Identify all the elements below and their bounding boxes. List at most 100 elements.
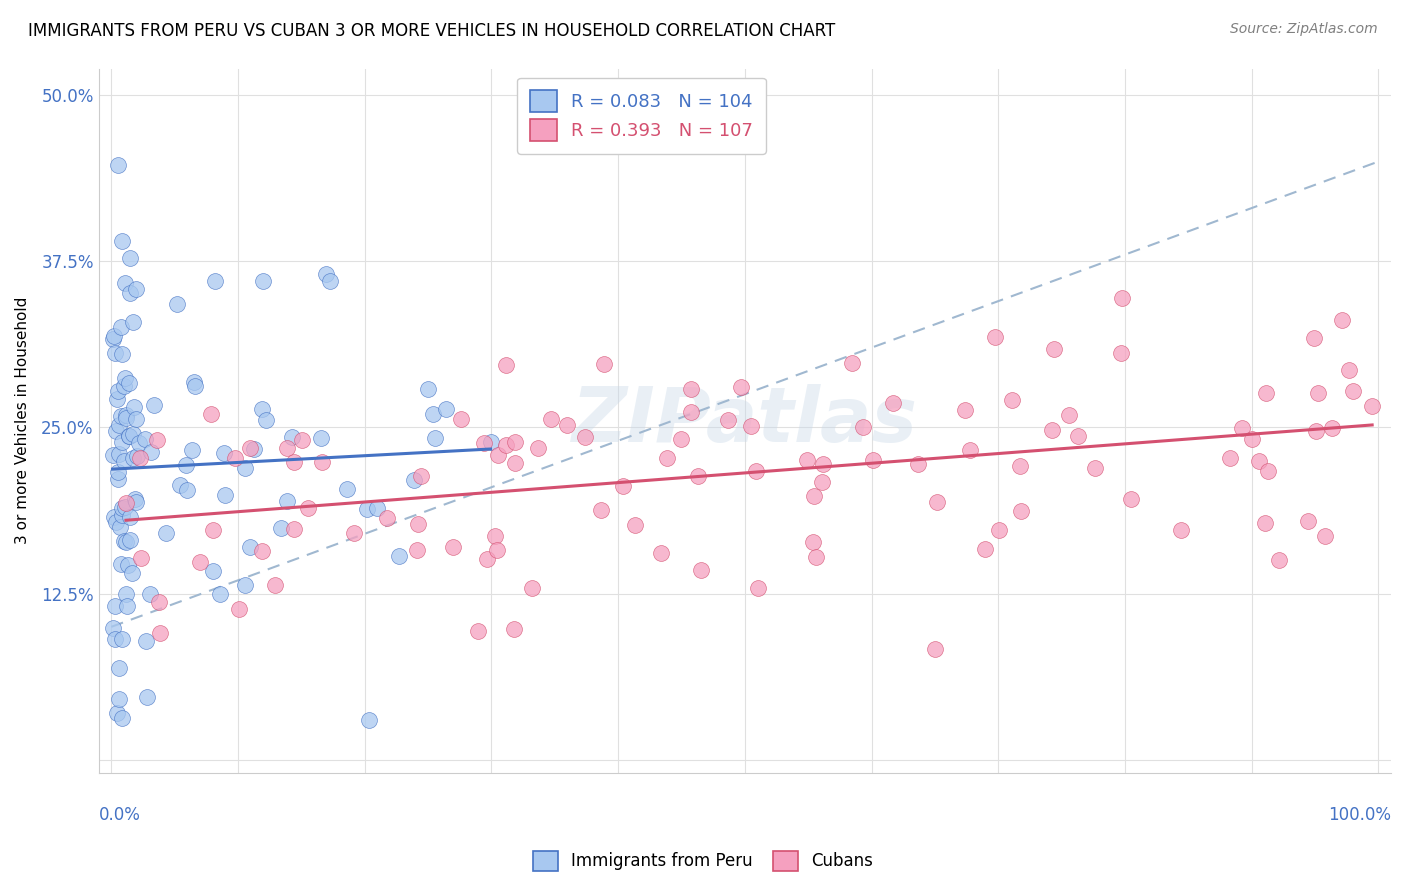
Point xyxy=(495,438,517,452)
Point xyxy=(112,454,135,468)
Point xyxy=(239,541,262,555)
Point xyxy=(681,382,703,396)
Point xyxy=(804,549,827,564)
Point xyxy=(146,433,169,447)
Point xyxy=(110,409,132,423)
Point xyxy=(624,518,647,533)
Point xyxy=(319,274,342,288)
Point xyxy=(270,521,292,535)
Point xyxy=(183,375,205,389)
Point xyxy=(406,542,429,557)
Point xyxy=(117,599,139,614)
Point xyxy=(121,566,143,580)
Point xyxy=(657,451,679,466)
Point xyxy=(1170,523,1192,537)
Point xyxy=(907,457,929,471)
Point xyxy=(1119,491,1142,506)
Point xyxy=(366,500,388,515)
Point xyxy=(155,526,177,541)
Point xyxy=(283,455,305,469)
Point xyxy=(745,465,768,479)
Point xyxy=(973,542,995,557)
Point xyxy=(114,408,136,422)
Point xyxy=(184,379,207,393)
Point xyxy=(228,602,250,616)
Point xyxy=(128,451,150,466)
Point xyxy=(1257,464,1279,478)
Point xyxy=(202,564,225,578)
Point xyxy=(984,330,1007,344)
Point xyxy=(107,691,129,706)
Point xyxy=(475,552,498,566)
Point xyxy=(110,347,132,361)
Point xyxy=(243,442,266,457)
Point xyxy=(375,511,398,525)
Point xyxy=(1254,385,1277,400)
Point xyxy=(343,525,366,540)
Point xyxy=(110,319,132,334)
Point xyxy=(125,450,148,464)
Point xyxy=(388,549,411,564)
Point xyxy=(103,328,125,343)
Point xyxy=(1322,420,1344,434)
Point xyxy=(120,509,142,524)
Point xyxy=(987,523,1010,537)
Point xyxy=(124,412,146,426)
Text: ZIPatlas: ZIPatlas xyxy=(572,384,918,458)
Point xyxy=(441,540,464,554)
Point xyxy=(406,517,429,532)
Point xyxy=(591,503,613,517)
Point xyxy=(485,543,508,558)
Point xyxy=(959,443,981,458)
Point xyxy=(841,356,863,370)
Point xyxy=(176,458,198,472)
Point xyxy=(1313,529,1336,543)
Point xyxy=(1084,461,1107,475)
Point xyxy=(555,417,578,432)
Point xyxy=(201,523,224,537)
Point xyxy=(252,401,274,416)
Point xyxy=(233,578,256,592)
Point xyxy=(862,453,884,467)
Point xyxy=(686,468,709,483)
Point xyxy=(252,274,274,288)
Point xyxy=(574,430,596,444)
Point xyxy=(925,495,948,509)
Point xyxy=(503,456,526,470)
Point xyxy=(953,403,976,417)
Point xyxy=(238,441,260,455)
Point xyxy=(311,455,333,469)
Point xyxy=(139,444,162,458)
Point xyxy=(104,632,127,647)
Point xyxy=(484,529,506,543)
Point xyxy=(486,448,509,462)
Point xyxy=(118,533,141,547)
Point xyxy=(1057,409,1080,423)
Point xyxy=(104,599,127,613)
Point xyxy=(118,429,141,443)
Point xyxy=(124,491,146,506)
Point xyxy=(115,587,138,601)
Point xyxy=(1303,331,1326,345)
Point xyxy=(1230,421,1253,435)
Point xyxy=(101,621,124,635)
Point xyxy=(1253,516,1275,530)
Point xyxy=(125,282,148,296)
Point xyxy=(254,413,277,427)
Point xyxy=(593,357,616,371)
Point xyxy=(526,441,548,455)
Point xyxy=(1341,384,1364,399)
Point xyxy=(520,581,543,595)
Point xyxy=(122,427,145,442)
Point xyxy=(128,436,150,450)
Point xyxy=(1267,552,1289,566)
Point xyxy=(121,451,143,466)
Point xyxy=(107,384,129,398)
Point xyxy=(107,472,129,486)
Point xyxy=(801,534,824,549)
Point xyxy=(740,418,762,433)
Point xyxy=(416,382,439,396)
Point xyxy=(114,500,136,515)
Point xyxy=(138,587,160,601)
Point xyxy=(114,411,136,425)
